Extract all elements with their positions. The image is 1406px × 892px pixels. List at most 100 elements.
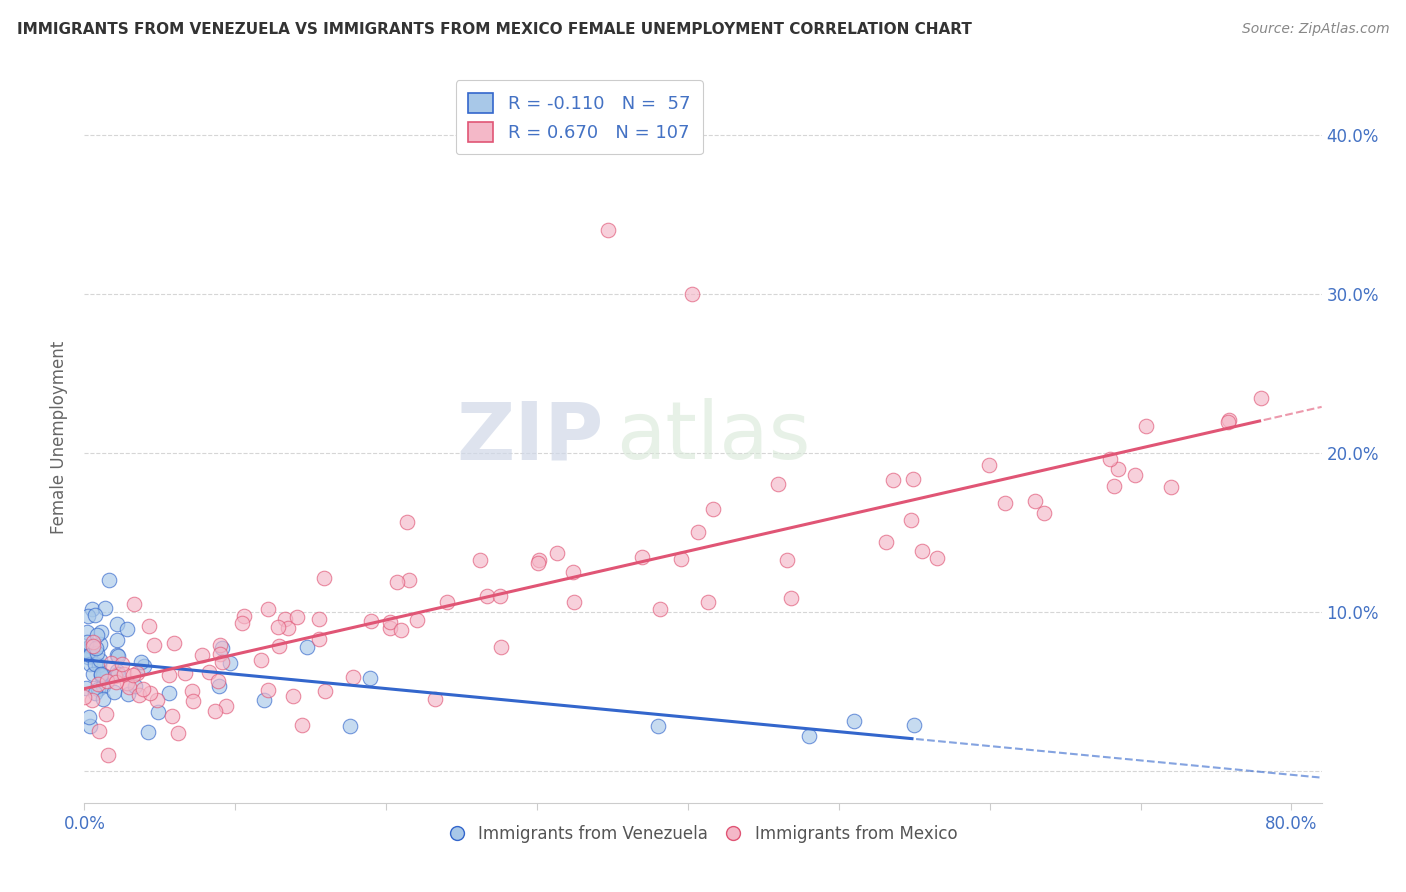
Y-axis label: Female Unemployment: Female Unemployment: [51, 341, 69, 533]
Point: [697, 595, 720, 609]
Point: [91, 692, 114, 706]
Point: [191, 648, 214, 663]
Point: [82, 666, 104, 681]
Point: [207, 679, 229, 693]
Text: IMMIGRANTS FROM VENEZUELA VS IMMIGRANTS FROM MEXICO FEMALE UNEMPLOYMENT CORRELAT: IMMIGRANTS FROM VENEZUELA VS IMMIGRANTS …: [17, 22, 972, 37]
Point: [648, 602, 671, 616]
Point: [1107, 462, 1129, 476]
Point: [285, 610, 308, 624]
Point: [274, 612, 297, 626]
Point: [82, 635, 104, 649]
Point: [107, 649, 129, 664]
Point: [204, 704, 226, 718]
Point: [232, 609, 254, 624]
Point: [900, 512, 922, 526]
Point: [688, 525, 710, 540]
Point: [391, 623, 413, 637]
Point: [146, 706, 169, 720]
Point: [103, 684, 125, 698]
Point: [780, 591, 803, 606]
Point: [138, 619, 160, 633]
Point: [89, 637, 111, 651]
Point: [117, 687, 139, 701]
Point: [183, 694, 205, 708]
Point: [93, 601, 115, 615]
Point: [84, 608, 107, 623]
Point: [267, 620, 290, 634]
Point: [82, 640, 104, 654]
Point: [138, 725, 160, 739]
Point: [76, 634, 98, 648]
Point: [1099, 452, 1122, 467]
Point: [157, 668, 180, 682]
Point: [253, 693, 276, 707]
Point: [249, 653, 271, 667]
Point: [76, 650, 98, 665]
Point: [342, 671, 364, 685]
Point: [257, 683, 280, 698]
Legend: Immigrants from Venezuela, Immigrants from Mexico: Immigrants from Venezuela, Immigrants fr…: [441, 818, 965, 849]
Point: [129, 655, 152, 669]
Point: [993, 496, 1015, 510]
Point: [87, 682, 110, 697]
Point: [181, 684, 204, 698]
Point: [105, 665, 128, 679]
Point: [269, 639, 291, 653]
Point: [219, 656, 242, 670]
Point: [89, 653, 111, 667]
Point: [107, 666, 129, 681]
Point: [903, 718, 925, 732]
Point: [163, 636, 186, 650]
Point: [562, 565, 585, 579]
Point: [257, 601, 280, 615]
Point: [82, 693, 104, 707]
Point: [118, 680, 141, 694]
Point: [436, 594, 458, 608]
Point: [105, 674, 128, 689]
Point: [132, 682, 155, 697]
Point: [882, 474, 904, 488]
Point: [105, 633, 128, 648]
Point: [77, 609, 100, 624]
Point: [630, 549, 652, 564]
Point: [91, 668, 114, 682]
Point: [79, 719, 101, 733]
Point: [339, 719, 361, 733]
Point: [378, 621, 401, 635]
Point: [562, 595, 585, 609]
Point: [124, 679, 146, 693]
Point: [115, 676, 138, 690]
Point: [211, 640, 233, 655]
Point: [87, 657, 110, 672]
Point: [208, 648, 231, 662]
Point: [277, 621, 299, 635]
Point: [76, 625, 98, 640]
Point: [122, 668, 145, 682]
Point: [596, 223, 619, 237]
Point: [73, 690, 96, 704]
Point: [125, 665, 148, 680]
Point: [79, 639, 101, 653]
Point: [104, 669, 127, 683]
Point: [76, 644, 98, 658]
Point: [314, 571, 336, 585]
Point: [768, 477, 790, 491]
Point: [100, 656, 122, 670]
Point: [470, 553, 492, 567]
Point: [86, 641, 108, 656]
Point: [115, 622, 138, 636]
Point: [797, 729, 820, 743]
Point: [105, 617, 128, 632]
Point: [527, 556, 550, 570]
Point: [90, 625, 112, 640]
Point: [1123, 467, 1146, 482]
Point: [681, 287, 703, 301]
Point: [86, 628, 108, 642]
Point: [387, 575, 409, 590]
Point: [842, 714, 865, 729]
Point: [132, 658, 155, 673]
Point: [927, 551, 949, 566]
Point: [489, 640, 512, 654]
Point: [91, 679, 114, 693]
Point: [122, 597, 145, 611]
